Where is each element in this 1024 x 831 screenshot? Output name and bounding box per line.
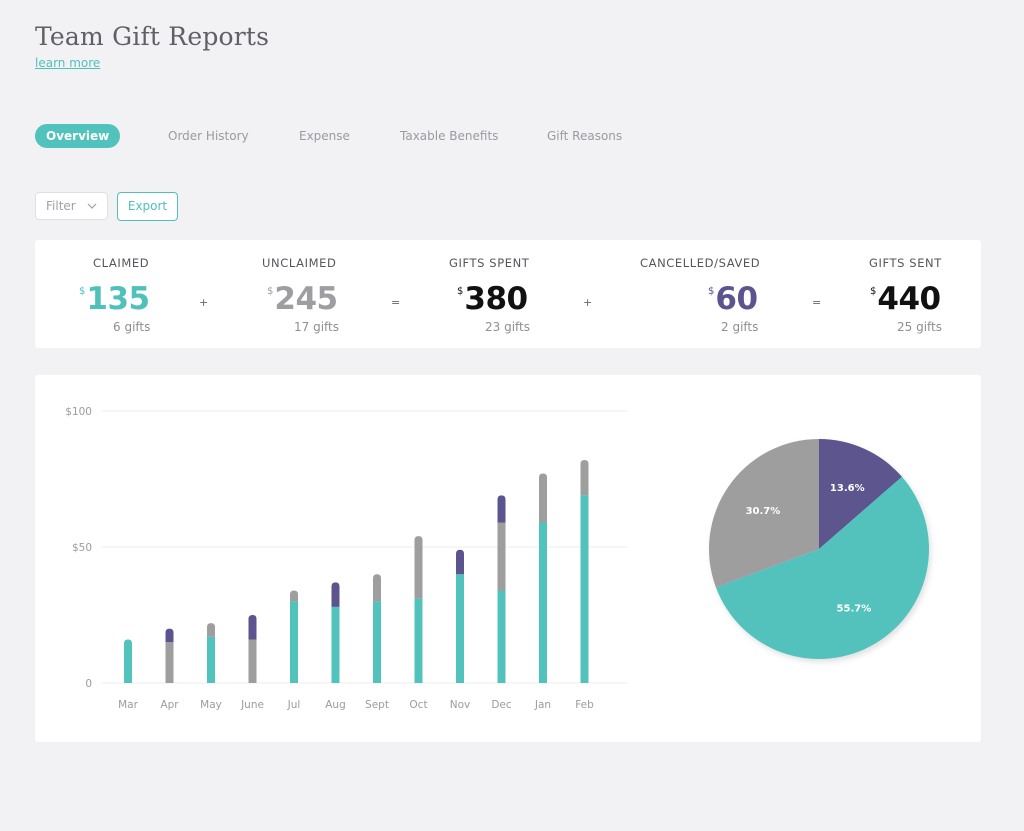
bar-segment-unclaimed-apr[interactable] [165,642,174,683]
chart-card: $100 $50 0 Mar Apr May June Jul Aug Sept Oct Nov De… [35,375,981,742]
stat-count: 23 gifts [485,320,531,334]
tab-order-history[interactable]: Order History [168,129,249,143]
bar-segment-claimed-feb[interactable] [580,495,589,683]
currency-symbol: $ [870,286,877,297]
x-tick-label: Mar [118,699,138,711]
tab-taxable-benefits[interactable]: Taxable Benefits [400,129,499,143]
filter-label: Filter [46,199,76,213]
tab-expense[interactable]: Expense [299,129,350,143]
x-tick-label: Aug [325,699,346,711]
bar-segment-unclaimed-feb[interactable] [580,459,589,496]
pie-slice-cancelled[interactable] [819,439,902,549]
bar-segment-unclaimed-sept[interactable] [373,574,381,602]
stat-label: CLAIMED [93,256,150,270]
tab-overview[interactable]: Overview [35,124,121,148]
stat-value: 380 [464,281,528,317]
equals-operator: = [812,296,822,309]
stat-amount: $135 [79,282,150,316]
bar-segment-unclaimed-jul[interactable] [290,590,298,602]
stat-amount: $380 [457,282,528,316]
stat-amount: $60 [708,282,758,316]
bar-segment-claimed-jul[interactable] [290,601,298,683]
stat-count: 6 gifts [113,320,151,334]
x-tick-label: Sept [365,699,389,711]
stat-label: GIFTS SPENT [449,256,530,270]
bar-segment-claimed-may[interactable] [207,636,215,683]
stat-value: 135 [86,281,150,317]
stat-label: UNCLAIMED [262,256,337,270]
bar-segment-claimed-mar[interactable] [124,639,132,683]
monthly-gifts-bar-chart: $100 $50 0 Mar Apr May June Jul Aug Sept Oct Nov De… [65,406,628,711]
pie-slice-unclaimed[interactable] [709,439,819,588]
y-tick-label: $50 [72,542,92,554]
pie-slice-label: 30.7% [746,506,781,517]
x-tick-label: Nov [450,699,471,711]
currency-symbol: $ [267,286,274,297]
tab-gift-reasons[interactable]: Gift Reasons [547,129,623,143]
x-tick-label: Oct [409,699,427,711]
stat-value: 440 [877,281,941,317]
stat-label: CANCELLED/SAVED [640,256,761,270]
pie-slice-claimed[interactable] [715,476,929,659]
bar-segment-claimed-dec[interactable] [497,590,506,683]
export-button[interactable]: Export [117,192,178,221]
bar-segment-unclaimed-may[interactable] [207,623,215,637]
stat-count: 2 gifts [721,320,759,334]
page-title: Team Gift Reports [35,22,270,51]
bar-segment-claimed-sept[interactable] [373,601,381,683]
plus-operator: + [583,296,593,309]
bar-segment-cancelled-june[interactable] [248,615,257,640]
bar-segment-cancelled-nov[interactable] [456,549,464,575]
x-tick-label: Jan [534,699,551,711]
gift-breakdown-pie-chart: 13.6% 55.7% 30.7% [709,439,929,659]
bar-segment-claimed-jan[interactable] [539,522,547,683]
stat-amount: $245 [267,282,338,316]
y-tick-label: 0 [85,678,92,690]
x-tick-label: Dec [491,699,512,711]
pie-slice-label: 13.6% [830,483,865,494]
learn-more-link[interactable]: learn more [35,56,101,70]
bar-segment-claimed-aug[interactable] [331,606,340,683]
stat-amount: $440 [870,282,941,316]
currency-symbol: $ [708,286,715,297]
stat-count: 25 gifts [897,320,943,334]
bar-segment-unclaimed-june[interactable] [248,639,257,683]
x-tick-label: May [200,699,222,711]
chevron-down-icon [87,203,97,209]
pie-slice-label: 55.7% [837,604,872,615]
bar-segment-claimed-oct[interactable] [414,598,423,683]
plus-operator: + [199,296,209,309]
x-tick-label: Apr [160,699,179,711]
currency-symbol: $ [457,286,464,297]
x-tick-label: Feb [575,699,594,711]
bar-segment-unclaimed-dec[interactable] [497,522,506,591]
bar-segment-cancelled-aug[interactable] [331,582,340,607]
currency-symbol: $ [79,286,86,297]
stat-label: GIFTS SENT [869,256,942,270]
bar-segment-cancelled-apr[interactable] [165,628,174,643]
x-tick-label: Jul [287,699,301,711]
stat-value: 60 [715,281,758,317]
bar-segment-unclaimed-jan[interactable] [539,473,547,523]
summary-card: CLAIMED $135 6 gifts + UNCLAIMED $245 17… [35,240,981,348]
bar-segment-claimed-nov[interactable] [456,574,464,683]
filter-dropdown[interactable]: Filter [35,192,108,220]
bar-segment-unclaimed-oct[interactable] [414,536,423,599]
stat-value: 245 [274,281,338,317]
x-tick-label: June [240,699,264,711]
equals-operator: = [391,296,401,309]
y-tick-label: $100 [65,406,92,418]
bar-segment-cancelled-dec[interactable] [497,495,506,523]
stat-count: 17 gifts [294,320,340,334]
